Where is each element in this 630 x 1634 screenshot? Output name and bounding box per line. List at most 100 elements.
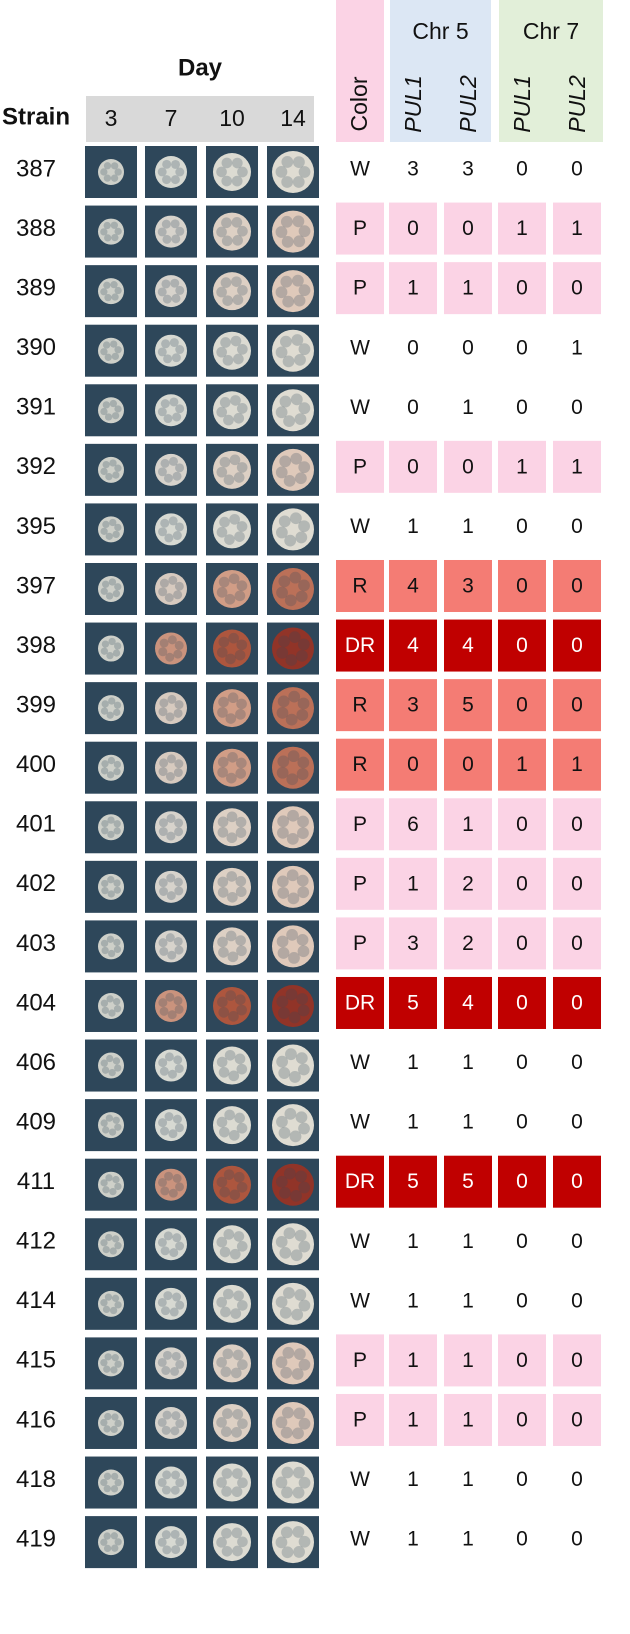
colony-lobe [169,397,179,407]
colony-lobe [114,1419,122,1428]
strain-label: 415 [16,1347,56,1374]
colony-lobe [216,526,228,538]
colony [98,218,124,245]
colony [98,1171,124,1198]
colony-lobe [104,234,112,242]
group-header-bg [499,0,603,142]
count-cell [444,1155,492,1208]
colony-lobe [224,1109,235,1121]
colony [98,397,124,424]
colony-lobe [111,1294,120,1302]
colony-lobe [108,1068,116,1077]
count-cell [553,1393,601,1446]
count: 4 [462,992,474,1015]
colony [213,629,251,668]
colony-lobe [167,694,177,704]
count: 0 [516,515,528,538]
colony-lobe [230,395,241,406]
colony-lobe [107,949,116,958]
color-code: R [352,575,367,598]
count: 1 [462,515,474,538]
colony-lobe [165,712,175,722]
colony-lobe [103,162,112,170]
colony [213,1523,251,1562]
colony-lobe [218,636,230,648]
colony [213,331,251,370]
count: 1 [407,515,419,538]
colony-lobe [296,874,309,887]
colony-lobe [163,1231,173,1241]
colony-lobe [276,586,288,599]
color-code: P [353,932,367,955]
colony [155,453,187,486]
colony-lobe [292,215,305,228]
colony-lobe [172,531,182,541]
colony [213,1344,251,1383]
colony-lobe [160,458,170,468]
colony-lobe [280,275,293,288]
count-cell [389,262,437,315]
colony-lobe [230,1367,242,1379]
strain-label: 416 [16,1406,56,1433]
colony-lobe [102,460,110,469]
count-cell [389,1155,437,1208]
colony-lobe [174,1004,184,1014]
colony [155,1109,187,1142]
count-cell [444,1274,492,1327]
colony-lobe [172,1233,182,1243]
count: 0 [516,575,528,598]
colony-lobe [173,768,183,778]
colony-lobe [113,938,121,947]
count: 0 [571,1111,583,1134]
colony [213,510,251,549]
colony-lobe [227,951,239,963]
colony-lobe [228,573,240,585]
count: 6 [407,813,419,836]
colony-lobe [293,294,306,307]
count: 0 [407,217,419,240]
colony-lobe [113,886,121,894]
colony-lobe [169,1307,179,1317]
colony-lobe [111,1413,119,1421]
count-cell [498,1096,546,1149]
colony-lobe [101,760,109,768]
count: 1 [407,1230,419,1253]
colony-lobe [292,274,304,287]
colony-lobe [275,406,288,419]
colony-lobe [229,1189,241,1201]
count: 0 [516,1528,528,1551]
count: 0 [516,277,528,300]
count: 0 [571,1230,583,1253]
colony-lobe [157,407,167,417]
strain-label: 404 [16,989,56,1016]
count: 1 [407,1468,419,1491]
colony-lobe [220,337,231,348]
colony-lobe [237,1418,248,1429]
colony-lobe [220,1426,232,1438]
colony-lobe [169,338,179,348]
colony-lobe [114,1064,122,1072]
colony-lobe [111,1472,119,1481]
count: 2 [462,872,474,895]
colony-lobe [290,1249,303,1262]
colony-lobe [157,1297,167,1307]
count-cell [553,500,601,553]
colony-lobe [227,692,239,704]
colony-lobe [100,587,108,595]
colony-lobe [162,1410,172,1420]
colony-lobe [282,355,295,368]
colony-lobe [164,1112,174,1122]
colony-lobe [228,1011,239,1022]
count: 0 [516,396,528,419]
colony-lobe [168,516,178,526]
colony-lobe [113,1005,122,1013]
colony-lobe [173,877,183,887]
colony-lobe [111,233,119,242]
count-cell [553,381,601,434]
colony-lobe [297,886,310,899]
colony-lobe [103,281,111,289]
colony-lobe [174,700,184,710]
colony [213,391,251,430]
color-cell [336,559,384,612]
colony-lobe [217,936,228,948]
